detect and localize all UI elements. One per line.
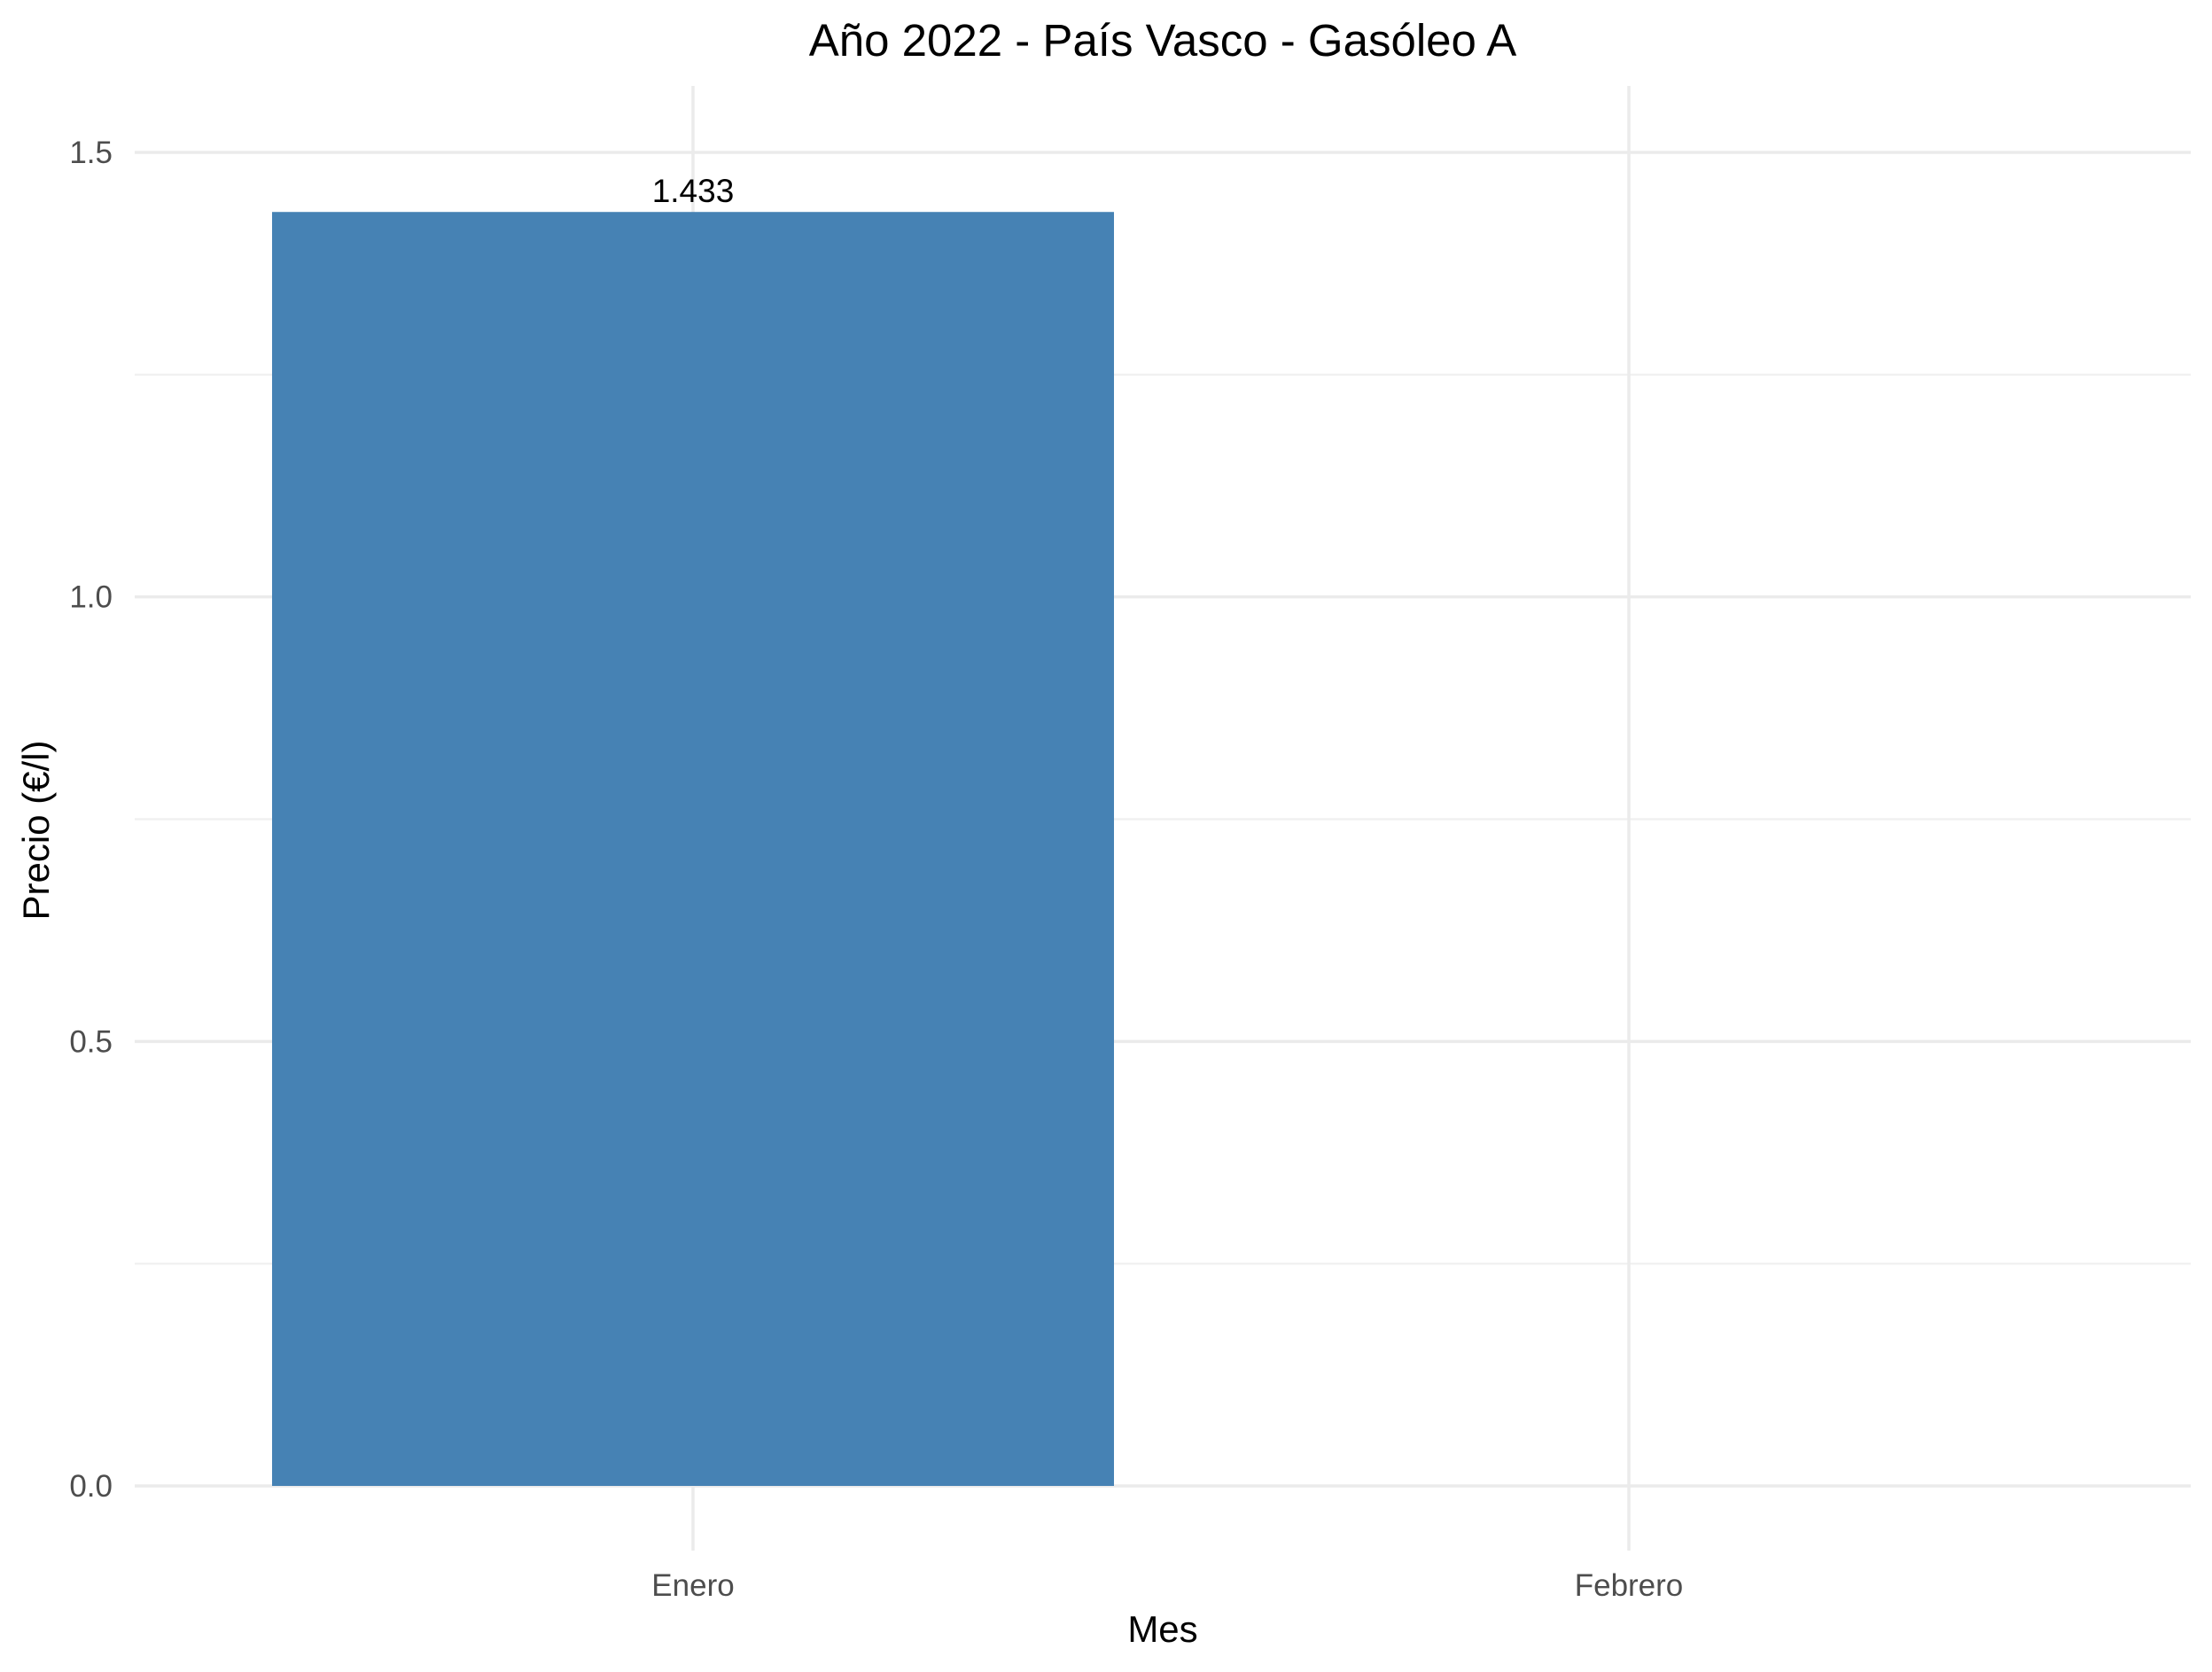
x-axis-ticks: Enero Febrero xyxy=(651,1568,1683,1603)
y-axis-ticks: 0.0 0.5 1.0 1.5 xyxy=(69,136,113,1504)
y-tick-label: 1.0 xyxy=(69,580,113,615)
chart-title: Año 2022 - País Vasco - Gasóleo A xyxy=(809,15,1517,66)
y-tick-label: 1.5 xyxy=(69,136,113,170)
y-tick-label: 0.0 xyxy=(69,1469,113,1504)
y-tick-label: 0.5 xyxy=(69,1024,113,1059)
x-axis-title: Mes xyxy=(1127,1608,1197,1650)
data-labels: 1.433 xyxy=(652,173,735,209)
y-axis-title: Precio (€/l) xyxy=(15,740,57,920)
x-tick-label: Enero xyxy=(651,1568,734,1603)
x-tick-label: Febrero xyxy=(1575,1568,1684,1603)
bars xyxy=(272,212,1114,1486)
bar xyxy=(272,212,1114,1486)
bar-value-label: 1.433 xyxy=(652,173,735,209)
